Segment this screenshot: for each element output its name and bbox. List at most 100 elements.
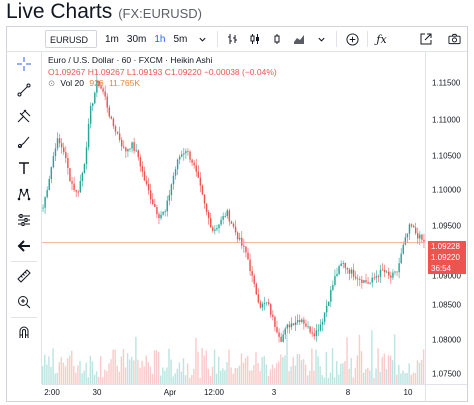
- volume-bar: [42, 366, 44, 384]
- brush-icon[interactable]: [15, 133, 33, 151]
- candle-body: [421, 234, 423, 240]
- hollow-candles-icon[interactable]: [270, 32, 284, 46]
- indicators-fx-icon[interactable]: ƒx: [376, 32, 387, 46]
- candle-body: [323, 312, 326, 322]
- chart-settings-corner[interactable]: [425, 384, 467, 401]
- volume-bar: [73, 366, 75, 384]
- candle-body: [162, 212, 164, 215]
- candle-body: [406, 233, 409, 238]
- bars-icon[interactable]: [226, 32, 240, 46]
- volume-bar: [412, 372, 415, 384]
- candle-body: [292, 323, 295, 326]
- candle-body: [414, 227, 417, 234]
- candles-icon[interactable]: [248, 32, 262, 46]
- forecast-icon[interactable]: [15, 211, 33, 229]
- last-price-badge: 1.09228: [428, 241, 466, 252]
- candle-body: [133, 142, 135, 151]
- candle-body: [58, 138, 61, 144]
- volume-bar: [188, 377, 191, 384]
- interval-5m-button[interactable]: 5m: [173, 33, 188, 45]
- volume-bar: [240, 353, 243, 384]
- interval-30m-button[interactable]: 30m: [126, 33, 147, 45]
- volume-bar: [391, 360, 394, 384]
- volume-bar: [213, 349, 216, 384]
- volume-bar: [348, 368, 350, 384]
- trend-line-icon[interactable]: [15, 81, 33, 99]
- candle-body: [309, 326, 311, 333]
- volume-bar: [306, 375, 309, 384]
- volume-bar: [155, 350, 158, 384]
- volume-bar: [141, 360, 143, 384]
- price-axis[interactable]: 1.11500 1.11000 1.10500 1.10000 1.09500 …: [425, 51, 468, 384]
- interval-1h-button[interactable]: 1h: [154, 33, 166, 45]
- crosshair-icon[interactable]: [15, 55, 33, 73]
- candle-body: [410, 224, 413, 226]
- text-icon[interactable]: [15, 159, 33, 177]
- candle-body: [311, 332, 313, 334]
- zoom-in-icon[interactable]: [15, 293, 33, 311]
- candle-body: [398, 263, 400, 273]
- volume-bar: [54, 373, 56, 384]
- eye-icon[interactable]: ⊙: [48, 78, 56, 88]
- candle-body: [131, 142, 133, 149]
- candle-body: [160, 214, 162, 219]
- candle-body: [328, 301, 330, 306]
- candle-body: [191, 159, 193, 163]
- chart-pane[interactable]: [42, 51, 425, 384]
- candle-body: [261, 303, 264, 308]
- volume-bar: [81, 373, 83, 384]
- candle-body: [313, 333, 315, 337]
- volume-bar: [315, 349, 317, 384]
- candle-body: [96, 80, 98, 93]
- candle-body: [147, 184, 150, 191]
- candle-body: [296, 319, 299, 323]
- volume-bar: [331, 348, 334, 384]
- volume-bar: [211, 366, 214, 384]
- volume-bar: [389, 355, 392, 384]
- pattern-icon[interactable]: [15, 185, 33, 203]
- volume-bar: [358, 334, 361, 384]
- volume-bar: [114, 349, 116, 384]
- volume-bar: [275, 363, 278, 384]
- volume-bar: [203, 355, 205, 384]
- volume-bar: [261, 357, 263, 384]
- candle-body: [247, 252, 249, 260]
- volume-bar: [70, 350, 73, 384]
- symbol-label: (FX:EURUSD): [118, 6, 202, 21]
- volume-bar: [342, 363, 344, 384]
- candle-body: [226, 210, 229, 217]
- ruler-icon[interactable]: [15, 267, 33, 285]
- candle-body: [81, 172, 84, 181]
- arrow-back-icon[interactable]: [15, 237, 33, 255]
- volume-bar: [135, 336, 137, 384]
- toolbar-divider: [367, 31, 369, 47]
- interval-1m-button[interactable]: 1m: [105, 33, 119, 45]
- time-tick: 30: [92, 388, 102, 397]
- candle-body: [348, 269, 351, 274]
- time-axis[interactable]: 2:00 30 Apr 12:00 3 8 10: [42, 384, 425, 402]
- pitchfork-icon[interactable]: [15, 107, 33, 125]
- candle-body: [102, 88, 104, 92]
- candle-body: [50, 167, 53, 179]
- candle-body: [317, 330, 320, 332]
- add-compare-icon[interactable]: [345, 32, 359, 46]
- price-tick: 1.09500: [432, 221, 461, 231]
- volume-bar: [174, 373, 176, 384]
- volume-bar: [228, 349, 230, 384]
- area-icon[interactable]: [292, 32, 306, 46]
- candle-body: [274, 316, 276, 328]
- candle-body: [367, 282, 369, 284]
- magnet-icon[interactable]: [15, 323, 33, 341]
- candle-body: [197, 171, 200, 178]
- candle-body: [71, 181, 73, 184]
- open-window-icon[interactable]: [419, 32, 433, 46]
- volume-bar: [60, 357, 63, 384]
- chevron-down-icon[interactable]: [195, 32, 209, 46]
- camera-icon[interactable]: [447, 32, 461, 46]
- toolbar-divider: [11, 261, 37, 262]
- chevron-down-icon[interactable]: [314, 32, 328, 46]
- candle-body: [243, 245, 245, 247]
- symbol-search-input[interactable]: EURUSD: [45, 30, 97, 48]
- candle-body: [371, 277, 373, 283]
- page-title: Live Charts: [6, 0, 113, 23]
